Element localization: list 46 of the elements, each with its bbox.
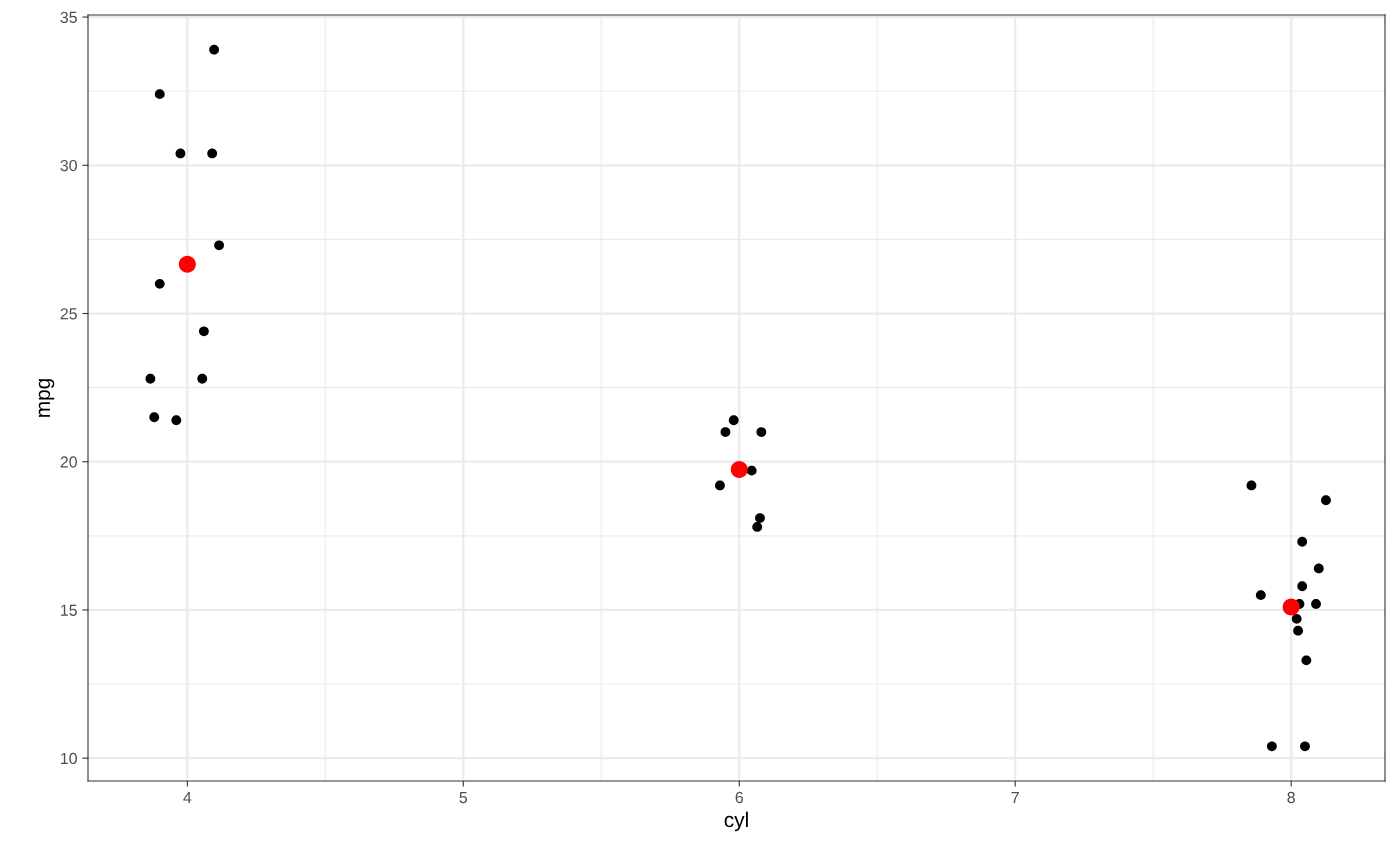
point [1246,480,1257,491]
point [1313,563,1324,574]
point [214,240,224,251]
point [1321,495,1331,506]
point [715,480,725,491]
point [1311,599,1321,609]
point [154,278,165,289]
y-axis-title: mpg [38,379,55,417]
y-tick-label: 35 [60,11,77,24]
point [1282,598,1300,616]
point [730,460,748,478]
x-tick-label: 4 [183,792,192,803]
point [1300,741,1310,752]
point [1297,581,1308,592]
point [1255,590,1266,601]
y-tick-label: 15 [61,604,77,616]
x-tick-label: 6 [735,791,743,804]
point [1297,536,1308,547]
point [145,373,156,384]
x-axis-title: cyl [724,811,748,832]
point [154,89,165,100]
point [178,255,196,273]
y-tick-label: 10 [61,752,77,765]
point [728,415,739,426]
y-tick-label: 20 [60,456,77,468]
point [756,427,767,437]
point [1291,613,1302,624]
x-tick-label: 5 [459,792,468,804]
point [720,427,731,437]
point [746,465,757,476]
x-tick-label: 7 [1011,792,1019,803]
point [755,513,765,523]
x-tick-label: 8 [1287,791,1295,804]
point [175,148,186,159]
y-tick-label: 25 [60,308,77,320]
point [1293,625,1303,636]
y-tick-label: 30 [60,159,77,172]
point [1301,655,1312,666]
point [752,522,763,532]
point [207,148,218,159]
point [209,44,220,55]
point [197,373,208,384]
point [198,326,209,337]
point [171,415,182,426]
point [149,412,160,423]
point [1266,741,1277,752]
